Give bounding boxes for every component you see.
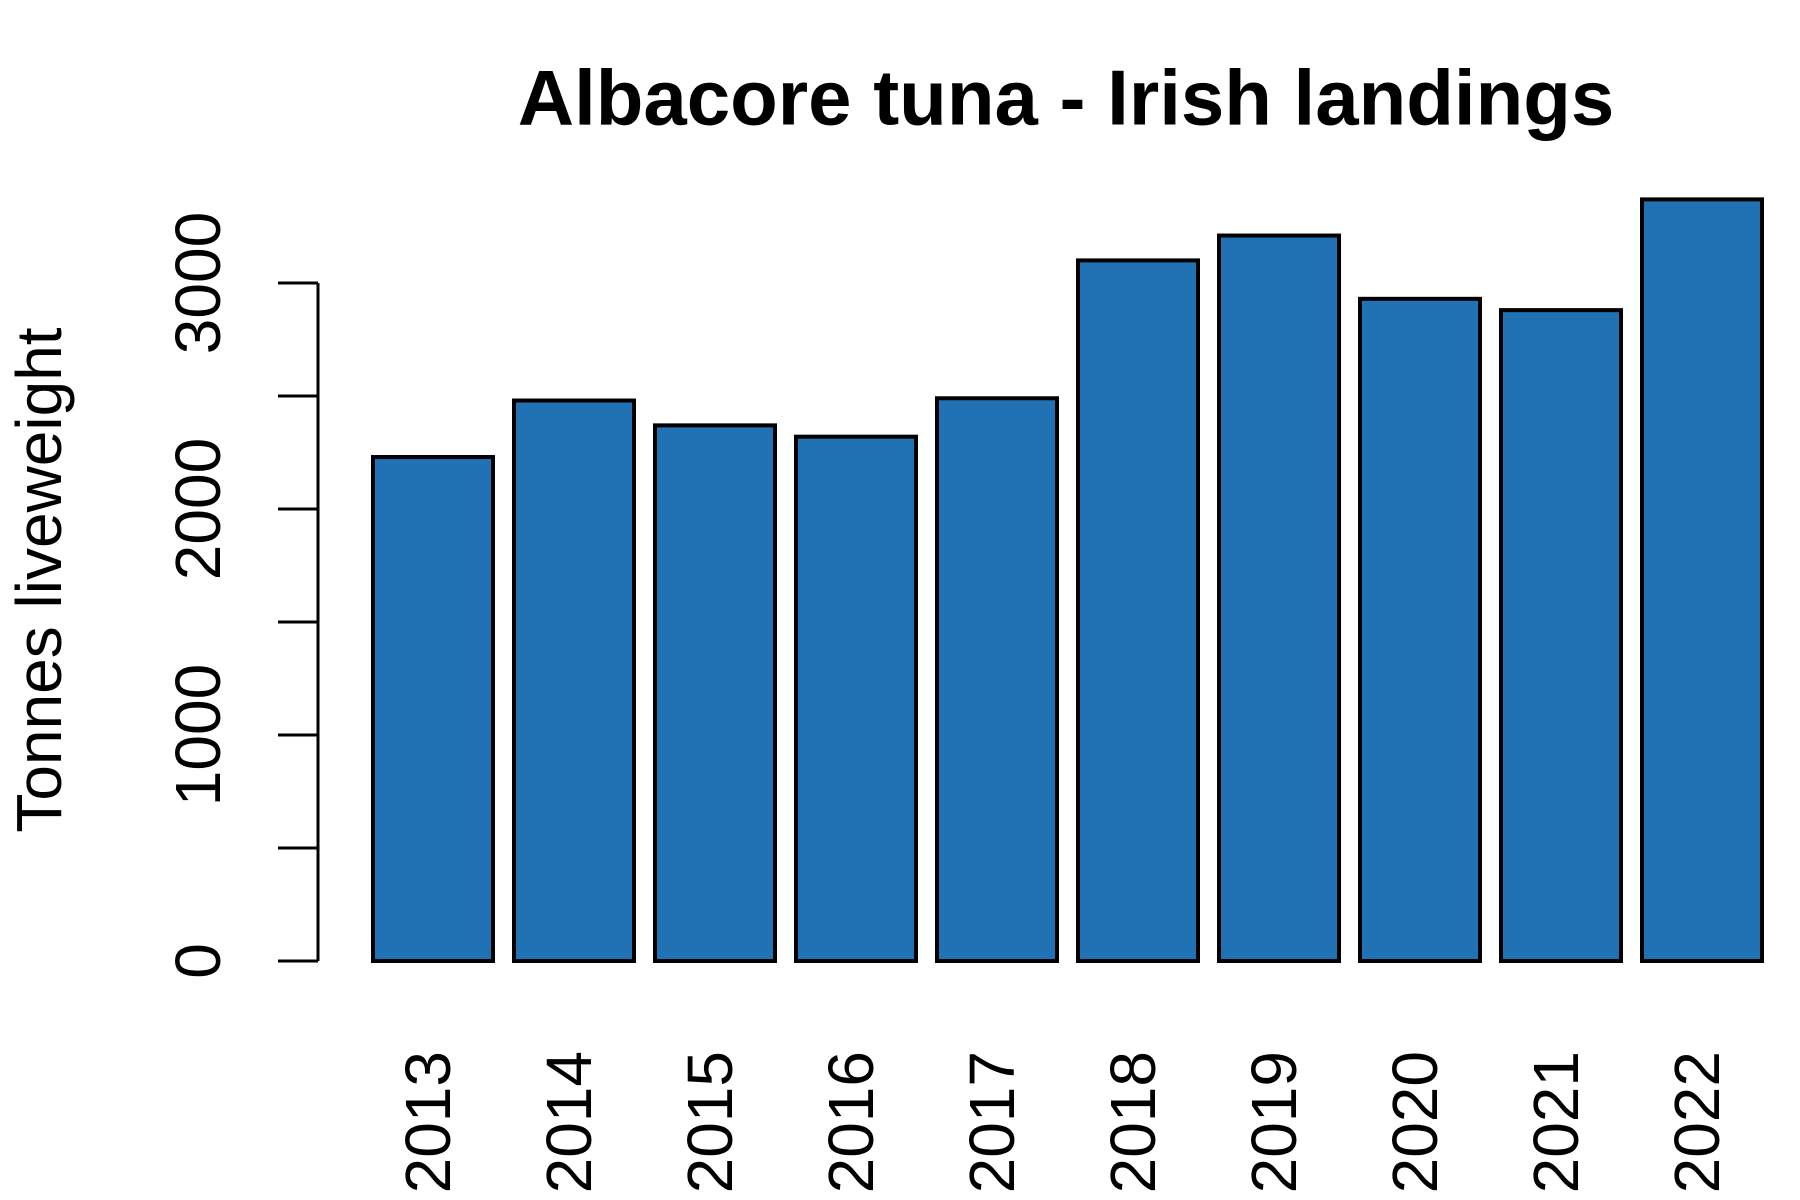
x-tick-label: 2018 [1097, 1051, 1169, 1193]
bar [1358, 296, 1482, 963]
x-tick-label: 2022 [1661, 1051, 1733, 1193]
y-axis-label: Tonnes liveweight [3, 327, 75, 832]
bar [512, 398, 636, 963]
bar [1640, 197, 1764, 963]
bar [1217, 233, 1341, 964]
y-tick-label: 0 [162, 943, 234, 979]
bar [371, 455, 495, 963]
chart-title: Albacore tuna - Irish landings [518, 54, 1615, 142]
x-tick-label: 2015 [674, 1051, 746, 1193]
x-tick-label: 2017 [956, 1051, 1028, 1193]
bar [794, 434, 918, 963]
y-tick-label: 3000 [162, 212, 234, 354]
x-tick-label: 2013 [392, 1051, 464, 1193]
bar [653, 423, 777, 963]
bar [1076, 258, 1200, 963]
y-tick-label: 1000 [162, 664, 234, 806]
y-tick-label: 2000 [162, 438, 234, 580]
bar [1499, 308, 1623, 963]
x-tick-label: 2016 [815, 1051, 887, 1193]
x-tick-label: 2019 [1238, 1051, 1310, 1193]
x-tick-label: 2021 [1520, 1051, 1592, 1193]
bar [935, 396, 1059, 963]
x-tick-label: 2014 [533, 1051, 605, 1193]
x-tick-label: 2020 [1379, 1051, 1451, 1193]
